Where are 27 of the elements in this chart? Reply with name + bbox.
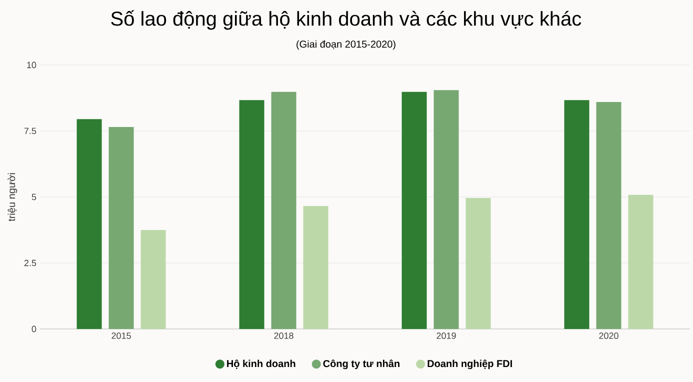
bar <box>239 100 264 329</box>
y-tick-label: 2.5 <box>24 260 36 266</box>
x-tick-label: 2020 <box>599 332 618 339</box>
bar <box>466 198 491 329</box>
bar <box>434 90 459 329</box>
y-axis-title: triệu người <box>8 173 18 222</box>
chart-subtitle: (Giai đoạn 2015-2020) <box>296 40 396 50</box>
x-tick-label: 2015 <box>112 332 131 339</box>
bar <box>402 92 427 329</box>
bar <box>596 102 622 329</box>
bar <box>564 100 590 329</box>
bar <box>271 92 296 329</box>
bar <box>140 230 166 329</box>
y-tick-label: 10 <box>27 62 36 68</box>
legend-label: Doanh nghiệp FDI <box>428 360 512 370</box>
bar <box>76 119 102 329</box>
y-tick-label: 5 <box>32 194 36 200</box>
bar <box>628 194 654 329</box>
chart-title: Số lao động giữa hộ kinh doanh và các khu vực khác <box>111 10 582 30</box>
x-tick-label: 2018 <box>274 332 294 339</box>
bar <box>303 206 328 329</box>
x-tick-label: 2019 <box>436 332 456 339</box>
y-tick-label: 0 <box>32 326 36 332</box>
bar <box>108 127 134 329</box>
legend-label: Công ty tư nhân <box>323 360 400 370</box>
y-tick-label: 7.5 <box>24 128 36 134</box>
legend-label: Hộ kinh doanh <box>227 360 296 369</box>
